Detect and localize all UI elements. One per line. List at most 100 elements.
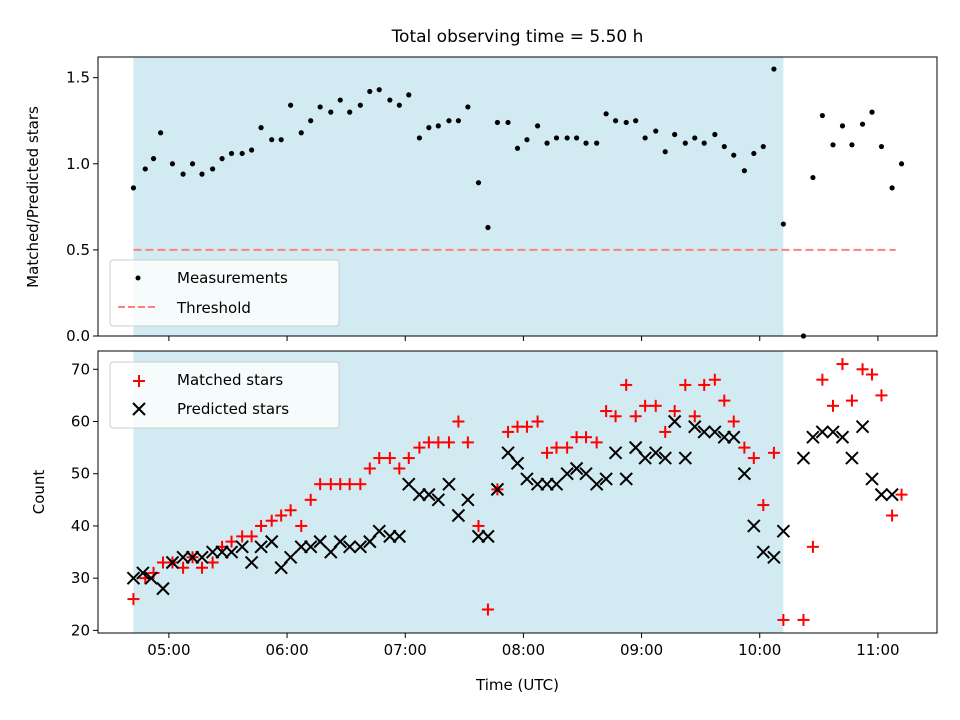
- matched-star-point: [600, 405, 613, 418]
- predicted-star-point: [372, 524, 386, 538]
- predicted-star-point: [265, 534, 279, 549]
- legend-measurements-marker: [135, 275, 141, 281]
- measurement-point: [721, 143, 727, 150]
- measurement-point: [317, 104, 323, 110]
- predicted-star-point: [353, 540, 368, 554]
- y-tick-label: 1.5: [66, 69, 90, 87]
- predicted-star-point: [136, 566, 150, 580]
- predicted-star-point: [294, 540, 308, 554]
- measurement-point: [623, 119, 629, 126]
- measurement-point: [751, 150, 757, 157]
- matched-star-point: [679, 378, 692, 391]
- bottom-y-axis-label: Count: [30, 470, 48, 515]
- measurement-point: [731, 152, 737, 158]
- predicted-star-point: [678, 451, 693, 465]
- y-tick-label: 0.5: [66, 241, 90, 259]
- matched-star-point: [767, 446, 780, 459]
- predicted-star-point: [549, 477, 564, 491]
- measurement-point: [869, 109, 875, 115]
- matched-star-point: [363, 462, 376, 475]
- measurement-point: [642, 135, 648, 141]
- measurement-point: [682, 140, 688, 146]
- measurement-point: [189, 161, 196, 167]
- measurement-point: [594, 140, 600, 146]
- legend-measurements-label: Measurements: [177, 269, 288, 287]
- predicted-star-point: [806, 430, 820, 444]
- bottom-data-marks: [126, 358, 908, 626]
- matched-star-point: [836, 358, 849, 371]
- predicted-star-point: [471, 529, 486, 544]
- predicted-star-point: [392, 529, 407, 544]
- measurement-point: [889, 185, 895, 191]
- x-axis-label: Time (UTC): [475, 676, 559, 694]
- measurement-point: [692, 135, 698, 141]
- measurement-point: [455, 118, 462, 124]
- matched-star-point: [698, 378, 711, 391]
- measurement-point: [465, 104, 471, 110]
- predicted-star-point: [717, 430, 732, 444]
- predicted-star-point: [885, 487, 899, 502]
- predicted-star-point: [235, 540, 249, 554]
- predicted-star-point: [254, 540, 268, 554]
- predicted-star-point: [156, 581, 170, 596]
- measurement-point: [701, 140, 707, 146]
- predicted-star-point: [333, 534, 347, 549]
- legend-predicted-marker: [132, 402, 146, 416]
- measurement-point: [219, 156, 225, 162]
- matched-star-point: [629, 410, 642, 423]
- matched-star-point: [649, 399, 662, 412]
- measurement-point: [249, 147, 255, 153]
- matched-star-point: [472, 519, 485, 532]
- bottom-legend: Matched stars Predicted stars: [109, 361, 340, 429]
- predicted-star-point: [776, 524, 791, 538]
- predicted-star-point: [865, 472, 879, 486]
- predicted-star-point: [845, 451, 859, 465]
- matched-star-point: [738, 441, 751, 454]
- measurement-point: [672, 131, 678, 138]
- chart-title: Total observing time = 5.50 h: [391, 27, 644, 47]
- predicted-star-point: [855, 420, 870, 434]
- predicted-star-point: [185, 550, 200, 564]
- top-y-axis-label: Matched/Predicted stars: [24, 106, 42, 288]
- matched-star-point: [255, 519, 268, 532]
- matched-star-point: [895, 488, 908, 501]
- matched-star-point: [413, 441, 426, 454]
- matched-star-point: [452, 415, 465, 428]
- matched-star-point: [757, 499, 770, 512]
- predicted-star-point: [224, 545, 239, 559]
- x-tick-label: 11:00: [856, 641, 899, 659]
- measurement-point: [239, 150, 245, 157]
- measurement-point: [633, 118, 639, 124]
- measurement-point: [878, 143, 885, 150]
- measurement-point: [406, 92, 412, 98]
- matched-star-point: [550, 441, 563, 454]
- predicted-star-point: [688, 420, 702, 434]
- measurement-point: [150, 156, 157, 162]
- y-tick-label: 0.0: [66, 327, 90, 345]
- measurement-point: [810, 174, 816, 181]
- y-tick-label: 50: [71, 465, 90, 483]
- predicted-star-point: [560, 467, 574, 481]
- measurement-point: [475, 180, 482, 186]
- predicted-star-point: [422, 487, 436, 502]
- predicted-star-point: [313, 534, 327, 549]
- x-tick-label: 10:00: [738, 641, 781, 659]
- predicted-star-point: [619, 472, 633, 486]
- matched-star-point: [866, 368, 879, 381]
- measurement-point: [653, 128, 659, 134]
- measurement-point: [514, 145, 521, 151]
- measurement-point: [583, 140, 589, 146]
- measurement-point: [228, 150, 235, 157]
- measurement-point: [603, 111, 609, 117]
- matched-star-point: [295, 519, 308, 532]
- measurement-point: [258, 125, 264, 131]
- measurement-point: [387, 97, 393, 103]
- measurement-point: [288, 102, 294, 108]
- predicted-star-point: [490, 482, 505, 497]
- measurement-point: [494, 119, 501, 126]
- measurement-point: [534, 123, 541, 129]
- measurement-point: [416, 135, 423, 141]
- measurement-point: [210, 166, 216, 172]
- predicted-star-point: [176, 550, 190, 564]
- top-x-ticks: [168, 336, 879, 341]
